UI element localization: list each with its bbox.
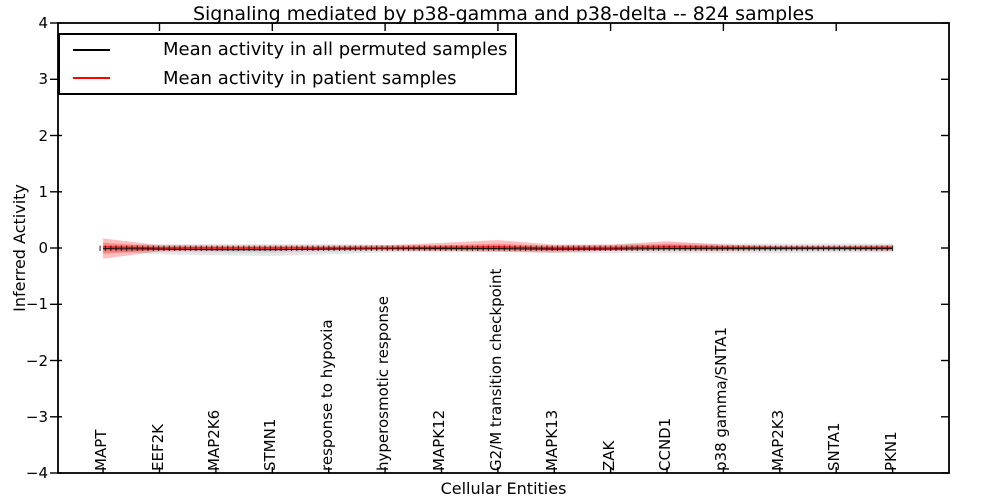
x-axis-label: Cellular Entities [440, 479, 567, 498]
y-tick-label: 1 [38, 182, 48, 201]
x-category-label: MAP2K3 [768, 409, 787, 471]
legend-entry-permuted: Mean activity in all permuted samples [60, 36, 515, 63]
x-category-label: hyperosmotic response [374, 296, 393, 471]
x-category-label: STMN1 [261, 418, 280, 471]
x-category-label: SNTA1 [825, 422, 844, 471]
x-category-label: ZAK [599, 440, 618, 471]
x-category-label: EEF2K [148, 424, 167, 471]
y-tick-label: −3 [25, 407, 48, 426]
x-category-label: MAPT [92, 429, 111, 471]
chart-title: Signaling mediated by p38-gamma and p38-… [192, 3, 815, 25]
x-category-label: G2/M transition checkpoint [486, 268, 505, 471]
y-tick-label: 0 [38, 239, 48, 257]
x-category-label: MAPK12 [430, 409, 449, 471]
x-category-label: CCND1 [656, 417, 675, 471]
legend-label-patient: Mean activity in patient samples [163, 67, 457, 89]
x-category-label: MAP2K6 [204, 409, 223, 471]
permuted-mean-line [103, 248, 893, 251]
y-tick-label: 4 [38, 14, 48, 32]
x-category-label: MAPK13 [543, 409, 562, 471]
patient-line-sample-icon [73, 77, 110, 80]
y-tick-label: −1 [25, 295, 48, 314]
legend: Mean activity in all permuted samples Me… [58, 33, 517, 95]
permuted-line-sample-icon [73, 48, 110, 51]
x-category-label: response to hypoxia [317, 319, 336, 471]
y-tick-label: 3 [38, 70, 48, 89]
y-tick-label: −2 [25, 351, 48, 370]
y-tick-label: −4 [25, 464, 48, 482]
y-tick-label: 2 [38, 126, 48, 145]
legend-label-permuted: Mean activity in all permuted samples [163, 39, 508, 61]
x-category-label: p38 gamma/SNTA1 [712, 326, 731, 471]
legend-entry-patient: Mean activity in patient samples [60, 65, 515, 92]
x-category-label: PKN1 [881, 431, 900, 471]
patient-mean-line [103, 246, 893, 249]
